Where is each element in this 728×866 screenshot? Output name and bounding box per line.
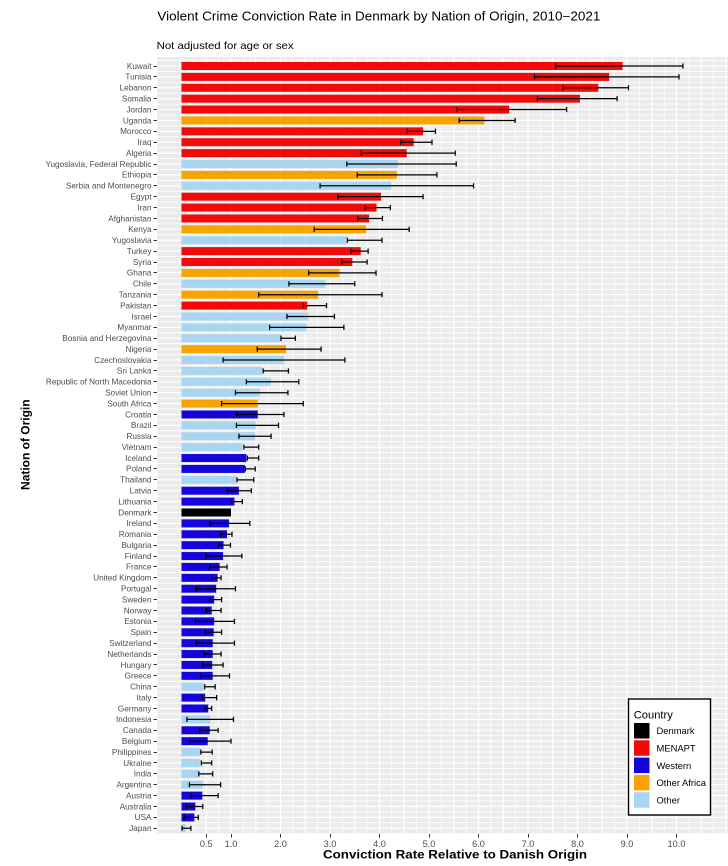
svg-text:Canada: Canada	[123, 726, 152, 735]
svg-text:Japan: Japan	[129, 824, 152, 833]
svg-text:Italy: Italy	[136, 693, 152, 702]
svg-text:Sri Lanka: Sri Lanka	[117, 367, 152, 376]
svg-text:Poland: Poland	[126, 465, 152, 474]
svg-text:Myanmar: Myanmar	[117, 323, 151, 332]
svg-text:Turkey: Turkey	[127, 247, 153, 256]
svg-text:Denmark: Denmark	[657, 725, 695, 736]
svg-text:United Kingdom: United Kingdom	[93, 574, 151, 583]
svg-text:Lebanon: Lebanon	[120, 84, 152, 93]
svg-text:France: France	[126, 563, 152, 572]
svg-text:Ukraine: Ukraine	[123, 759, 152, 768]
svg-text:Kenya: Kenya	[128, 225, 152, 234]
svg-text:Nation of Origin: Nation of Origin	[21, 399, 33, 490]
svg-text:Iceland: Iceland	[125, 454, 152, 463]
svg-text:9.0: 9.0	[621, 839, 634, 849]
svg-text:1.0: 1.0	[225, 839, 238, 849]
svg-text:Yugoslavia: Yugoslavia	[112, 236, 152, 245]
svg-text:Brazil: Brazil	[131, 421, 152, 430]
svg-text:India: India	[134, 770, 152, 779]
svg-text:Conviction Rate Relative to Da: Conviction Rate Relative to Danish Origi…	[323, 850, 587, 862]
svg-text:Other Africa: Other Africa	[657, 777, 707, 788]
svg-text:Portugal: Portugal	[121, 585, 152, 594]
svg-text:Denmark: Denmark	[118, 508, 152, 517]
svg-text:China: China	[130, 683, 152, 692]
svg-text:Finland: Finland	[125, 552, 152, 561]
svg-text:MENAPT: MENAPT	[657, 743, 696, 754]
svg-text:Not adjusted for age or sex: Not adjusted for age or sex	[157, 41, 295, 52]
svg-text:Other: Other	[657, 794, 680, 805]
svg-text:Jordan: Jordan	[126, 105, 151, 114]
svg-text:Vietnam: Vietnam	[122, 443, 152, 452]
svg-text:Uganda: Uganda	[123, 116, 152, 125]
svg-text:Ireland: Ireland	[126, 519, 151, 528]
svg-text:Egypt: Egypt	[131, 192, 153, 201]
svg-text:Tunisia: Tunisia	[125, 73, 152, 82]
svg-text:Kuwait: Kuwait	[127, 62, 152, 71]
svg-text:Syria: Syria	[133, 258, 152, 267]
svg-text:USA: USA	[135, 813, 152, 822]
svg-text:Spain: Spain	[131, 628, 152, 637]
svg-text:Ethiopia: Ethiopia	[122, 171, 152, 180]
svg-text:Romania: Romania	[119, 530, 152, 539]
svg-text:Switzerland: Switzerland	[109, 639, 152, 648]
svg-text:Iraq: Iraq	[137, 138, 152, 147]
svg-text:Thailand: Thailand	[120, 476, 152, 485]
svg-text:Philippines: Philippines	[112, 748, 152, 757]
svg-text:Australia: Australia	[120, 802, 152, 811]
svg-text:Nigeria: Nigeria	[126, 345, 152, 354]
svg-text:Norway: Norway	[124, 606, 153, 615]
svg-text:Iran: Iran	[137, 203, 152, 212]
svg-text:Sweden: Sweden	[122, 595, 152, 604]
svg-text:Serbia and Montenegro: Serbia and Montenegro	[66, 182, 152, 191]
svg-text:Ghana: Ghana	[127, 269, 152, 278]
svg-text:Country: Country	[634, 710, 674, 722]
svg-text:3.0: 3.0	[324, 839, 337, 849]
svg-text:Czechoslovakia: Czechoslovakia	[94, 356, 152, 365]
svg-text:Republic of North Macedonia: Republic of North Macedonia	[46, 378, 152, 387]
svg-text:Pakistan: Pakistan	[120, 301, 152, 310]
svg-text:Greece: Greece	[125, 672, 152, 681]
svg-text:Soviet Union: Soviet Union	[105, 389, 152, 398]
svg-text:0.5: 0.5	[200, 839, 213, 849]
svg-text:Austria: Austria	[126, 791, 152, 800]
svg-text:Germany: Germany	[118, 704, 153, 713]
svg-text:6.0: 6.0	[472, 839, 485, 849]
svg-text:Tanzania: Tanzania	[119, 290, 152, 299]
svg-text:Israel: Israel	[131, 312, 151, 321]
svg-text:4.0: 4.0	[373, 839, 386, 849]
svg-text:Lithuania: Lithuania	[118, 497, 152, 506]
svg-text:Netherlands: Netherlands	[107, 650, 151, 659]
svg-text:South Africa: South Africa	[107, 399, 152, 408]
svg-text:Morocco: Morocco	[120, 127, 152, 136]
svg-text:Croatia: Croatia	[125, 410, 152, 419]
svg-text:Belgium: Belgium	[122, 737, 152, 746]
svg-text:5.0: 5.0	[423, 839, 436, 849]
svg-text:Indonesia: Indonesia	[116, 715, 152, 724]
svg-text:Chile: Chile	[133, 280, 152, 289]
svg-text:Yugoslavia, Federal Republic: Yugoslavia, Federal Republic	[45, 160, 151, 169]
svg-text:7.0: 7.0	[522, 839, 535, 849]
svg-text:Bulgaria: Bulgaria	[121, 541, 151, 550]
svg-text:Hungary: Hungary	[121, 661, 153, 670]
svg-text:Afghanistan: Afghanistan	[108, 214, 152, 223]
svg-text:Western: Western	[657, 760, 692, 771]
svg-text:Argentina: Argentina	[116, 781, 151, 790]
svg-text:Latvia: Latvia	[130, 487, 152, 496]
svg-text:8.0: 8.0	[571, 839, 584, 849]
svg-text:2.0: 2.0	[274, 839, 287, 849]
svg-text:Russia: Russia	[126, 432, 151, 441]
svg-text:Violent Crime Conviction Rate: Violent Crime Conviction Rate in Denmark…	[157, 10, 600, 24]
svg-text:10.0: 10.0	[668, 839, 686, 849]
svg-text:Estonia: Estonia	[124, 617, 152, 626]
svg-text:Somalia: Somalia	[122, 94, 152, 103]
svg-text:Algeria: Algeria	[126, 149, 152, 158]
svg-text:Bosnia and Herzegovina: Bosnia and Herzegovina	[62, 334, 152, 343]
